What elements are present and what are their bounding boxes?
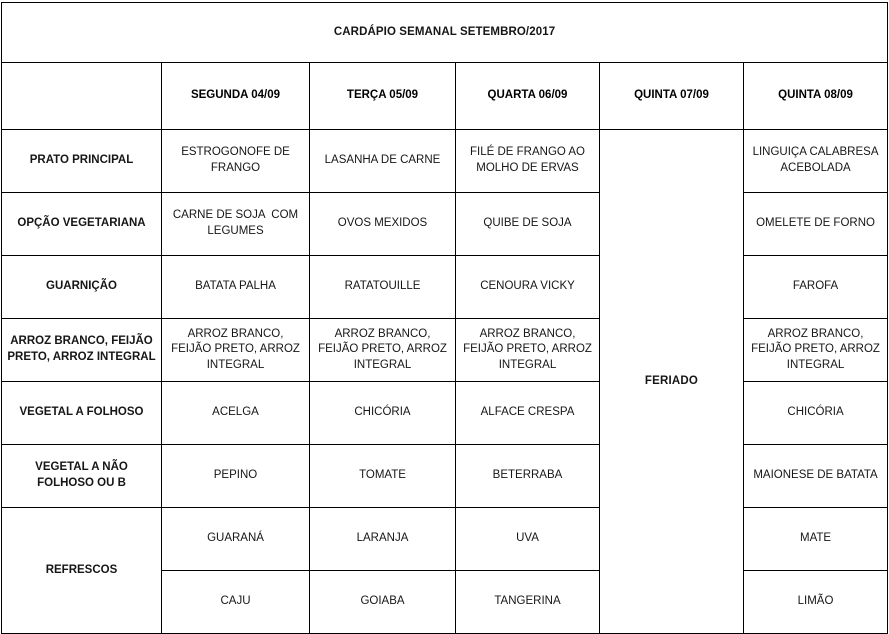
column-header-segunda: SEGUNDA 04/09 — [161, 62, 310, 130]
cell-opcao-vegetariana-segunda: CARNE DE SOJA COM LEGUMES — [161, 192, 310, 256]
cell-prato-principal-segunda: ESTROGONOFE DE FRANGO — [161, 129, 310, 193]
cell-refresco2-segunda: CAJU — [161, 570, 310, 634]
table-row: OPÇÃO VEGETARIANA CARNE DE SOJA COM LEGU… — [1, 192, 889, 256]
cell-refresco1-segunda: GUARANÁ — [161, 507, 310, 571]
cell-vegetal-folhoso-terca: CHICÓRIA — [309, 381, 456, 445]
cell-guarnicao-quarta: CENOURA VICKY — [455, 255, 600, 319]
row-label-guarnicao: GUARNIÇÃO — [1, 255, 162, 319]
cell-vegetal-folhoso-quinta-08: CHICÓRIA — [742, 381, 889, 445]
cell-vegetal-folhoso-quarta: ALFACE CRESPA — [455, 381, 600, 445]
title-row: CARDÁPIO SEMANAL SETEMBRO/2017 — [0, 2, 889, 63]
column-header-terca: TERÇA 05/09 — [309, 62, 456, 130]
cell-arroz-feijao-segunda: ARROZ BRANCO, FEIJÃO PRETO, ARROZ INTEGR… — [161, 318, 310, 382]
corner-cell — [1, 62, 162, 130]
cell-refresco2-quarta: TANGERINA — [455, 570, 600, 634]
table-row: PRATO PRINCIPAL ESTROGONOFE DE FRANGO LA… — [1, 129, 889, 634]
table-row: ARROZ BRANCO, FEIJÃO PRETO, ARROZ INTEGR… — [1, 318, 889, 382]
cell-refresco2-quinta-08: LIMÃO — [742, 570, 889, 634]
table-row: VEGETAL A FOLHOSO ACELGA CHICÓRIA ALFACE… — [1, 381, 889, 445]
cell-opcao-vegetariana-quarta: QUIBE DE SOJA — [455, 192, 600, 256]
table-row: VEGETAL A NÃO FOLHOSO OU B PEPINO TOMATE… — [1, 444, 889, 508]
cell-arroz-feijao-quinta-08: ARROZ BRANCO, FEIJÃO PRETO, ARROZ INTEGR… — [742, 318, 889, 382]
cell-prato-principal-terca: LASANHA DE CARNE — [309, 129, 456, 193]
table-row: GUARNIÇÃO BATATA PALHA RATATOUILLE CENOU… — [1, 255, 889, 319]
cell-vegetal-nao-folhoso-terca: TOMATE — [309, 444, 456, 508]
column-header-quinta-08: QUINTA 08/09 — [742, 62, 889, 130]
column-header-quarta: QUARTA 06/09 — [455, 62, 600, 130]
cell-vegetal-nao-folhoso-segunda: PEPINO — [161, 444, 310, 508]
row-label-prato-principal: PRATO PRINCIPAL — [1, 129, 162, 193]
cell-opcao-vegetariana-quinta-08: OMELETE DE FORNO — [742, 192, 889, 256]
row-label-refrescos: REFRESCOS — [1, 507, 162, 634]
row-label-vegetal-nao-folhoso: VEGETAL A NÃO FOLHOSO OU B — [1, 444, 162, 508]
cell-arroz-feijao-quarta: ARROZ BRANCO, FEIJÃO PRETO, ARROZ INTEGR… — [455, 318, 600, 382]
cell-refresco1-terca: LARANJA — [309, 507, 456, 571]
column-header-quinta-07: QUINTA 07/09 — [599, 62, 744, 130]
cell-refresco1-quarta: UVA — [455, 507, 600, 571]
cell-vegetal-nao-folhoso-quinta-08: MAIONESE DE BATATA — [742, 444, 889, 508]
cell-vegetal-nao-folhoso-quarta: BETERRABA — [455, 444, 600, 508]
cell-guarnicao-terca: RATATOUILLE — [309, 255, 456, 319]
cell-refresco1-quinta-08: MATE — [742, 507, 889, 571]
cell-opcao-vegetariana-terca: OVOS MEXIDOS — [309, 192, 456, 256]
cell-arroz-feijao-terca: ARROZ BRANCO, FEIJÃO PRETO, ARROZ INTEGR… — [309, 318, 456, 382]
table-row: REFRESCOS GUARANÁ LARANJA UVA MATE — [1, 507, 889, 634]
cell-vegetal-folhoso-segunda: ACELGA — [161, 381, 310, 445]
page-title: CARDÁPIO SEMANAL SETEMBRO/2017 — [0, 2, 889, 63]
cell-prato-principal-quinta-08: LINGUIÇA CALABRESA ACEBOLADA — [742, 129, 889, 193]
cell-guarnicao-segunda: BATATA PALHA — [161, 255, 310, 319]
row-label-opcao-vegetariana: OPÇÃO VEGETARIANA — [1, 192, 162, 256]
cell-guarnicao-quinta-08: FAROFA — [742, 255, 889, 319]
cell-prato-principal-quarta: FILÉ DE FRANGO AO MOLHO DE ERVAS — [455, 129, 600, 193]
cell-refresco2-terca: GOIABA — [309, 570, 456, 634]
row-label-vegetal-a-folhoso: VEGETAL A FOLHOSO — [1, 381, 162, 445]
column-header-row: SEGUNDA 04/09 TERÇA 05/09 QUARTA 06/09 Q… — [1, 62, 889, 130]
holiday-cell-feriado: FERIADO — [599, 129, 744, 634]
row-label-arroz-feijao: ARROZ BRANCO, FEIJÃO PRETO, ARROZ INTEGR… — [1, 318, 162, 382]
